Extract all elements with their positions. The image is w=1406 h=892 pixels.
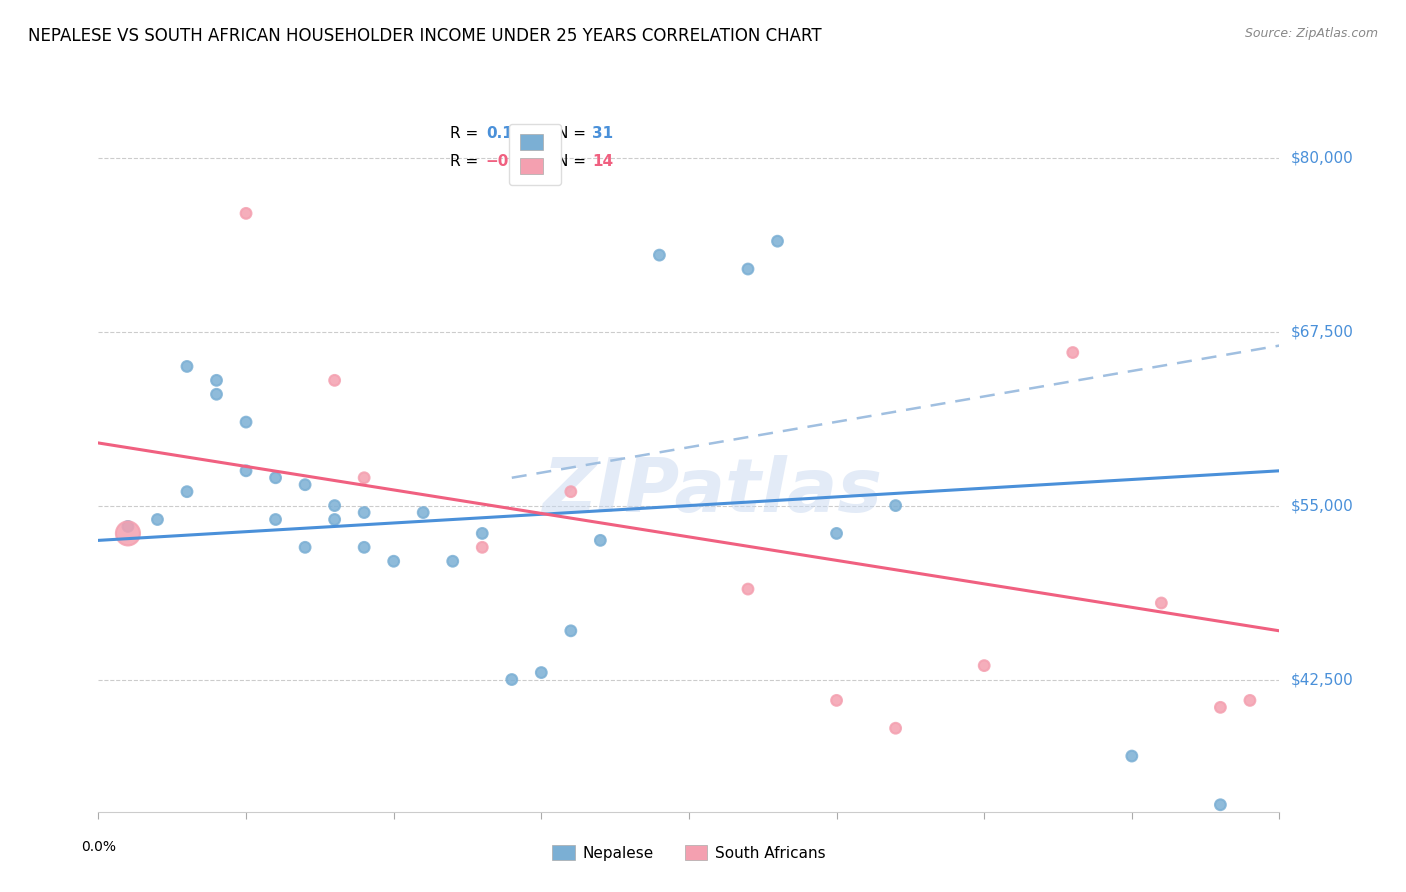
Point (737, 262, 759, 277)
Text: 14: 14 (592, 153, 613, 169)
Point (294, 541, 316, 555)
Point (235, 415, 257, 429)
Text: N =: N = (557, 126, 586, 141)
Point (264, 471, 287, 485)
Point (589, 533, 612, 548)
Point (1239, 693, 1261, 707)
Text: $80,000: $80,000 (1291, 150, 1354, 165)
Point (146, 512, 169, 526)
Point (501, 673, 523, 687)
Point (973, 658, 995, 673)
Text: R =: R = (450, 153, 478, 169)
Point (530, 665, 553, 680)
Point (264, 512, 287, 526)
Point (471, 541, 494, 555)
Point (294, 477, 316, 491)
Point (353, 506, 375, 520)
Point (235, 206, 257, 220)
Text: NEPALESE VS SOUTH AFRICAN HOUSEHOLDER INCOME UNDER 25 YEARS CORRELATION CHART: NEPALESE VS SOUTH AFRICAN HOUSEHOLDER IN… (28, 27, 821, 45)
Text: −0.328: −0.328 (486, 153, 547, 169)
Text: $67,500: $67,500 (1291, 324, 1354, 339)
Text: Source: ZipAtlas.com: Source: ZipAtlas.com (1244, 27, 1378, 40)
Point (323, 512, 346, 526)
Text: 31: 31 (592, 126, 613, 141)
Point (117, 526, 139, 541)
Text: $55,000: $55,000 (1291, 498, 1354, 513)
Point (117, 519, 139, 533)
Point (648, 248, 671, 262)
Point (353, 471, 375, 485)
Point (205, 373, 228, 387)
Point (471, 526, 494, 541)
Legend: Nepalese, South Africans: Nepalese, South Africans (546, 838, 832, 867)
Point (323, 499, 346, 513)
Point (176, 484, 198, 499)
Text: 0.158: 0.158 (486, 126, 534, 141)
Point (1062, 345, 1084, 359)
Text: R =: R = (450, 126, 478, 141)
Point (1209, 797, 1232, 812)
Point (825, 526, 848, 541)
Point (560, 484, 582, 499)
Point (1121, 749, 1143, 764)
Point (825, 693, 848, 707)
Point (353, 541, 375, 555)
Text: $42,500: $42,500 (1291, 672, 1354, 687)
Point (884, 499, 907, 513)
Point (382, 554, 405, 568)
Point (1150, 596, 1173, 610)
Point (560, 624, 582, 638)
Point (1209, 700, 1232, 714)
Point (176, 359, 198, 374)
Point (205, 387, 228, 401)
Point (884, 721, 907, 735)
Point (235, 464, 257, 478)
Text: 0.0%: 0.0% (82, 839, 115, 854)
Text: N =: N = (557, 153, 586, 169)
Point (441, 554, 464, 568)
Point (737, 582, 759, 596)
Point (412, 506, 434, 520)
Point (766, 234, 789, 248)
Point (323, 373, 346, 387)
Text: ZIPatlas: ZIPatlas (543, 455, 883, 528)
